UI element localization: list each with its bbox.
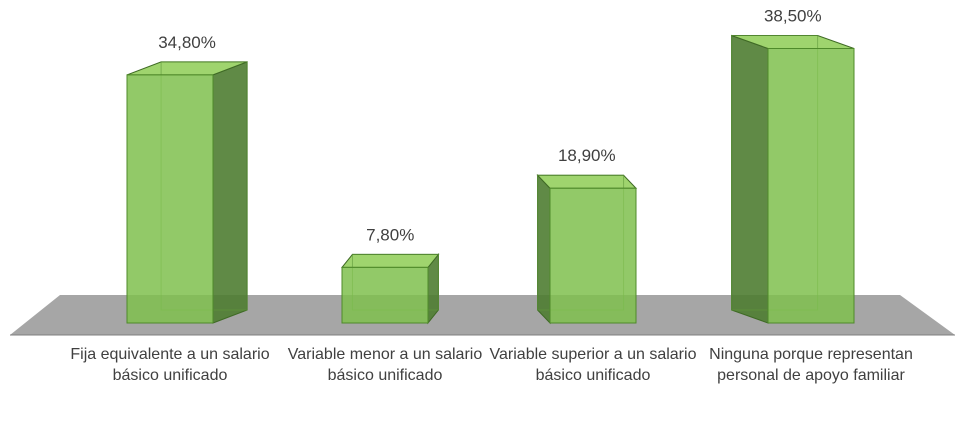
bar-top: [536, 174, 638, 189]
value-label: 34,80%: [158, 33, 216, 52]
value-label: 38,50%: [764, 6, 822, 25]
category-label: Fija equivalente a un salario básico uni…: [70, 346, 270, 384]
bar: [341, 266, 429, 324]
bar-side: [212, 61, 248, 324]
category-label: Variable superior a un salario básico un…: [489, 346, 697, 384]
bar-side: [537, 173, 551, 325]
value-label: 18,90%: [558, 146, 616, 165]
bar-side: [731, 34, 769, 324]
category-label: Ninguna porque representan personal de a…: [709, 346, 913, 384]
bar: [126, 74, 214, 324]
bar-top: [340, 253, 440, 268]
category-label: Variable menor a un salario básico unifi…: [287, 346, 483, 384]
bar: [767, 47, 855, 324]
bar: [549, 187, 637, 324]
value-label: 7,80%: [366, 225, 414, 244]
